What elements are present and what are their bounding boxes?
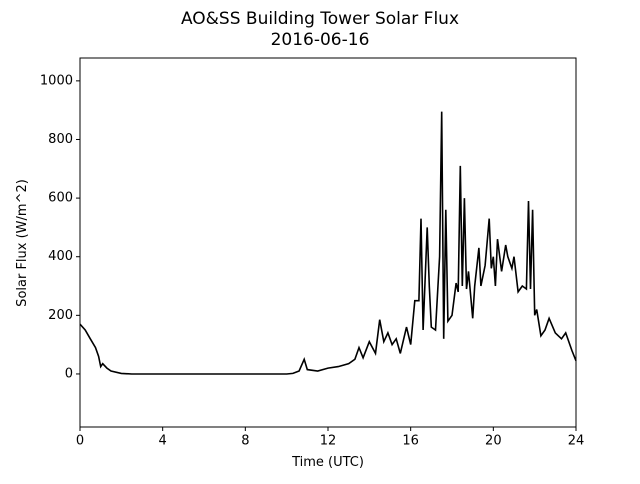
y-tick-label: 0	[65, 366, 73, 381]
x-tick-label: 20	[485, 434, 502, 449]
x-tick-label: 8	[241, 434, 249, 449]
data-line	[79, 111, 577, 375]
y-tick-label: 200	[48, 308, 73, 323]
y-tick-label: 1000	[40, 73, 73, 88]
x-tick-label: 12	[320, 434, 337, 449]
x-tick-label: 4	[159, 434, 167, 449]
y-tick-label: 800	[48, 132, 73, 147]
x-tick-label: 16	[402, 434, 419, 449]
y-tick-label: 400	[48, 249, 73, 264]
x-axis-label: Time (UTC)	[291, 455, 364, 470]
y-tick-label: 600	[48, 191, 73, 206]
y-axis-label: Solar Flux (W/m^2)	[15, 179, 30, 307]
x-tick-label: 0	[76, 434, 84, 449]
plot-frame	[79, 57, 577, 428]
chart-subtitle: 2016-06-16	[271, 30, 370, 50]
x-tick-label: 24	[568, 434, 585, 449]
chart-title: AO&SS Building Tower Solar Flux	[181, 9, 459, 29]
